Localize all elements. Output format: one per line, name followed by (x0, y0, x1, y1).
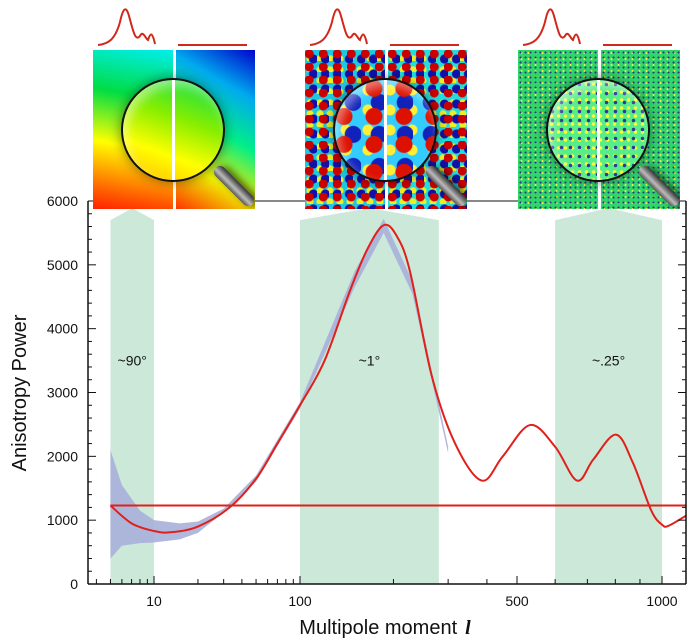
x-tick-label: 100 (288, 593, 312, 609)
shaded-region (555, 208, 662, 584)
y-axis-title: Anisotropy Power (9, 314, 31, 471)
mini-spectrum-icon (522, 8, 672, 46)
inset-large-scale-map (93, 50, 255, 209)
inset-degree-scale-map (305, 50, 467, 209)
x-tick-label: 500 (505, 593, 529, 609)
mini-spectrum-icon (309, 8, 459, 46)
magnifier-icon (546, 78, 650, 182)
shaded-region (300, 208, 439, 584)
y-tick-label: 6000 (47, 193, 78, 209)
x-tick-label: 10 (146, 593, 162, 609)
y-tick-label: 2000 (47, 448, 78, 464)
y-tick-label: 1000 (47, 512, 78, 528)
error-band (110, 218, 449, 559)
magnifier-icon (333, 78, 437, 182)
power-spectrum-line (109, 223, 687, 534)
magnifier-icon (121, 78, 225, 182)
mini-spectrum-icon (97, 8, 247, 46)
y-tick-label: 3000 (47, 385, 78, 401)
y-tick-label: 5000 (47, 257, 78, 273)
region-label: ~90° (118, 353, 147, 369)
x-tick-label: 1000 (646, 593, 677, 609)
x-axis-title: Multipole moment l (299, 617, 471, 639)
y-tick-label: 4000 (47, 321, 78, 337)
region-label: ~.25° (592, 353, 625, 369)
region-label: ~1° (359, 353, 381, 369)
x-axis-symbol: l (465, 617, 471, 639)
inset-small-scale-map (518, 50, 680, 209)
y-tick-label: 0 (70, 576, 78, 592)
x-axis-title-text: Multipole moment (299, 617, 457, 639)
